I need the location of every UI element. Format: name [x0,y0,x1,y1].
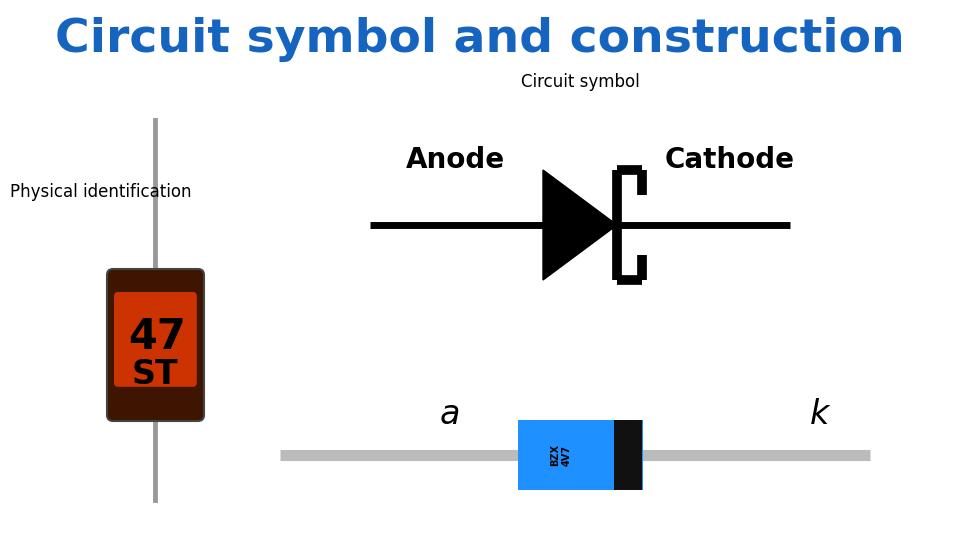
FancyBboxPatch shape [114,292,197,387]
Polygon shape [543,170,617,280]
Text: Circuit symbol and construction: Circuit symbol and construction [55,17,905,63]
Text: Cathode: Cathode [665,146,795,174]
Text: ST: ST [132,359,179,392]
Text: Anode: Anode [405,146,505,174]
Text: k: k [810,399,829,431]
FancyBboxPatch shape [107,269,204,421]
Bar [614,420,642,490]
Text: BZX
4V7: BZX 4V7 [550,444,572,466]
Bar [518,420,643,490]
Text: Physical identification: Physical identification [10,183,191,201]
Text: a: a [440,399,460,431]
Text: 47: 47 [128,316,186,358]
Text: Circuit symbol: Circuit symbol [520,73,639,91]
